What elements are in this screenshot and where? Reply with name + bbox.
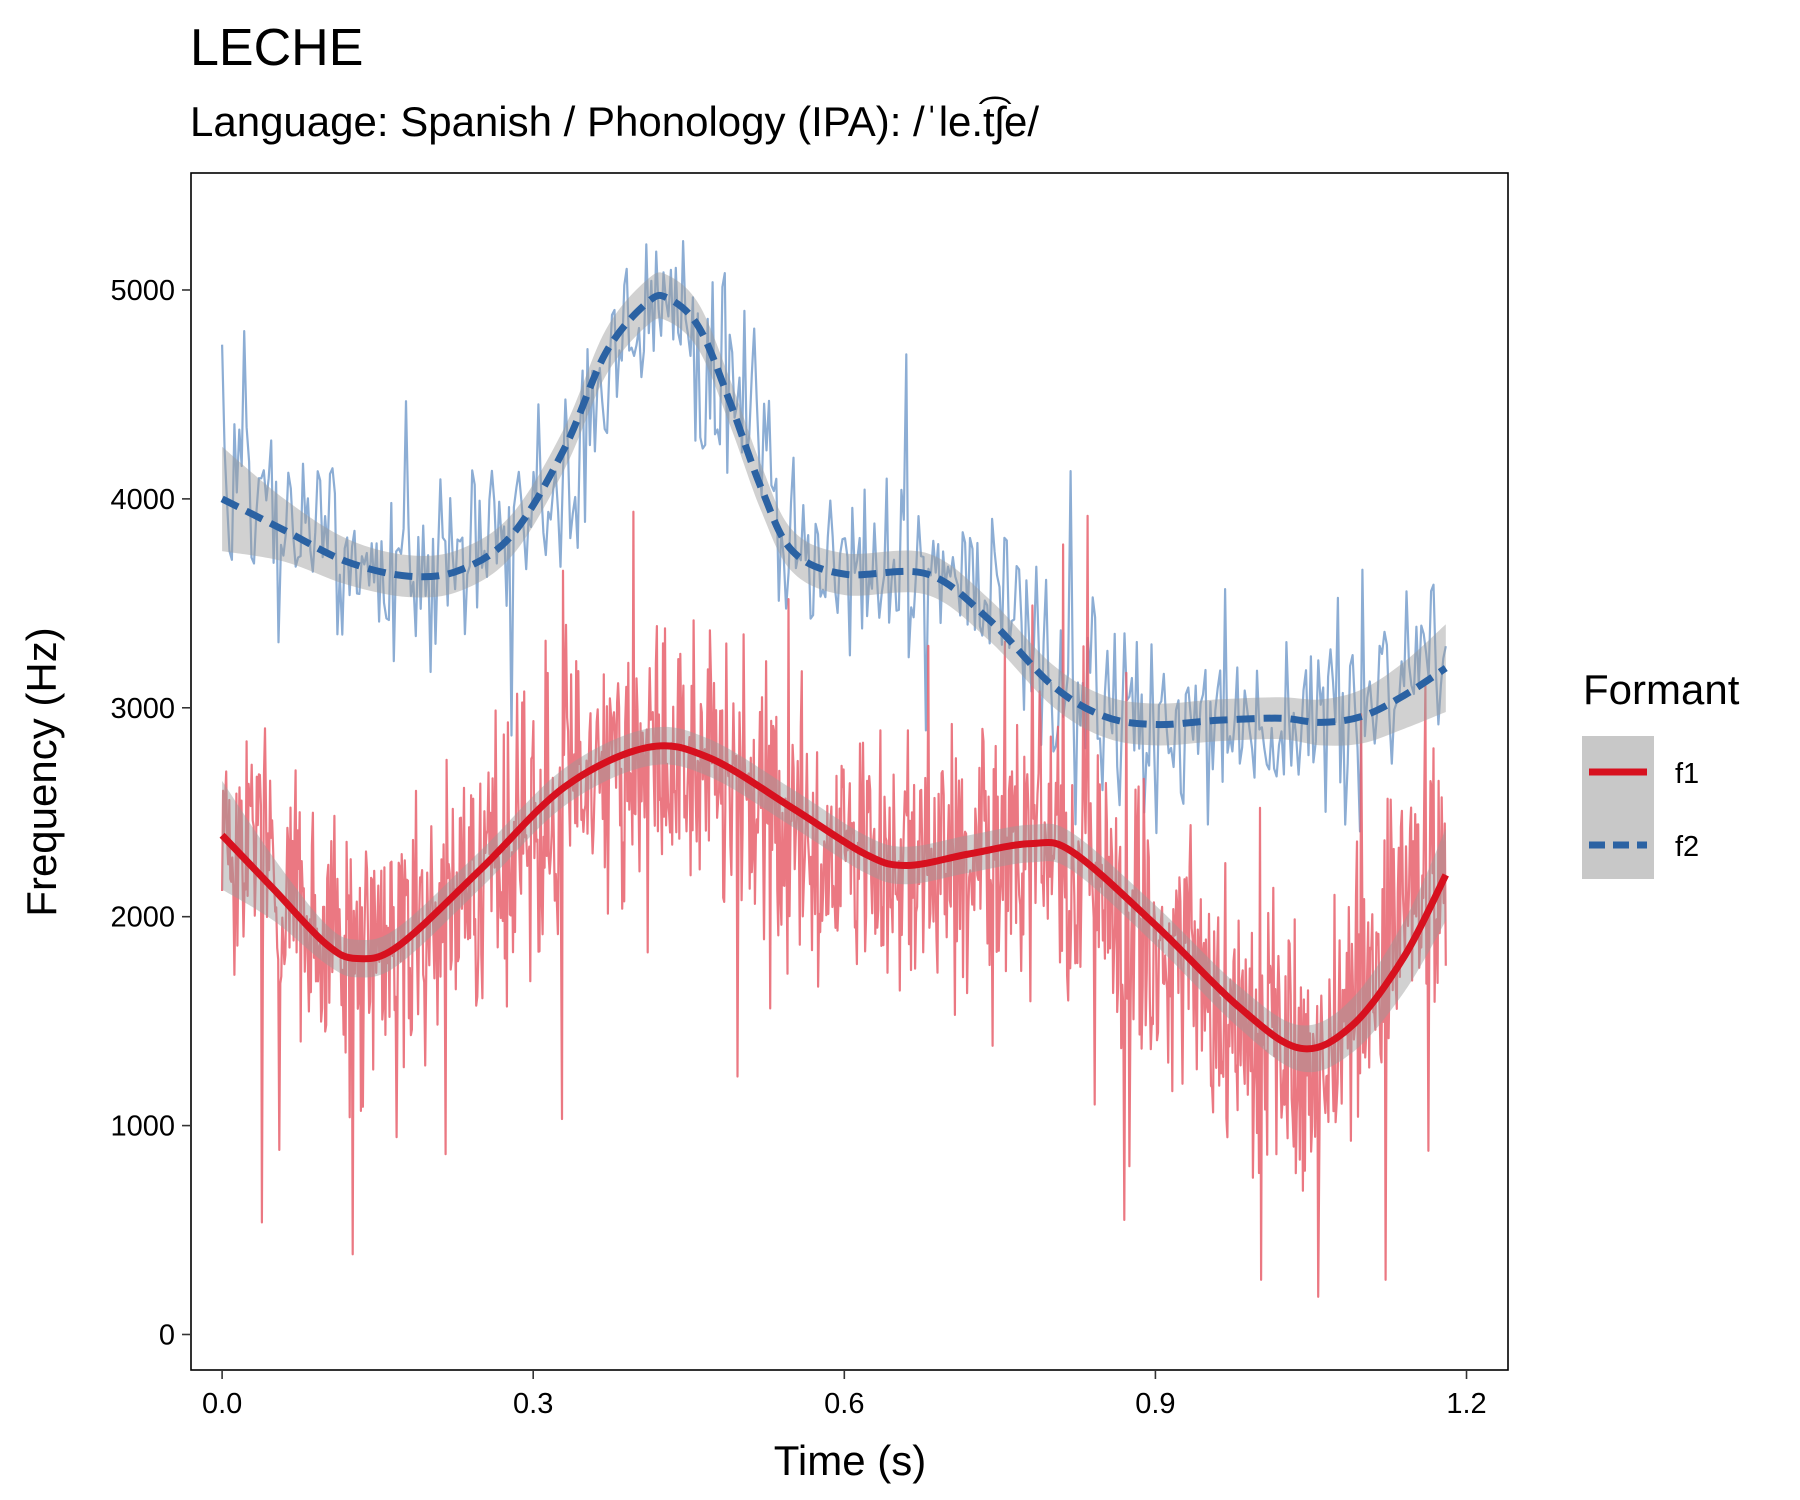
x-axis: 0.0 0.3 0.6 0.9 1.2 [202,1370,1487,1420]
smooth-lines [219,291,1449,1053]
x-tick-label: 0.3 [513,1388,553,1420]
y-tick-label: 2000 [110,902,175,934]
y-tick-label: 1000 [110,1111,175,1143]
smooth-line-f1 [219,742,1449,1053]
raw-trace-f2 [221,240,1447,835]
chart-subtitle: Language: Spanish / Phonology (IPA): /ˈl… [190,95,1039,145]
raw-trace-f1 [221,510,1447,1298]
chart-title: LECHE [190,19,363,77]
x-tick-label: 0.6 [824,1388,864,1420]
y-tick-label: 0 [159,1319,175,1351]
raw-traces [221,240,1447,1298]
y-tick-label: 4000 [110,484,175,516]
ci-band-f1 [222,726,1446,1073]
x-tick-label: 1.2 [1446,1388,1486,1420]
x-tick-label: 0.0 [202,1388,242,1420]
smooth-line-f2 [220,291,1448,729]
x-axis-title: Time (s) [774,1437,926,1484]
legend-label-f2: f2 [1675,831,1699,863]
legend-label-f1: f1 [1675,758,1699,790]
y-tick-label: 5000 [110,275,175,307]
y-tick-label: 3000 [110,693,175,725]
legend: Formant f1 f2 [1582,666,1740,879]
x-tick-label: 0.9 [1135,1388,1175,1420]
y-axis: 0 1000 2000 3000 4000 5000 [110,275,191,1351]
y-axis-title: Frequency (Hz) [18,627,65,916]
plot-panel [190,172,1509,1371]
legend-title: Formant [1583,666,1740,713]
confidence-bands [222,272,1446,1073]
legend-key-background [1582,736,1654,879]
